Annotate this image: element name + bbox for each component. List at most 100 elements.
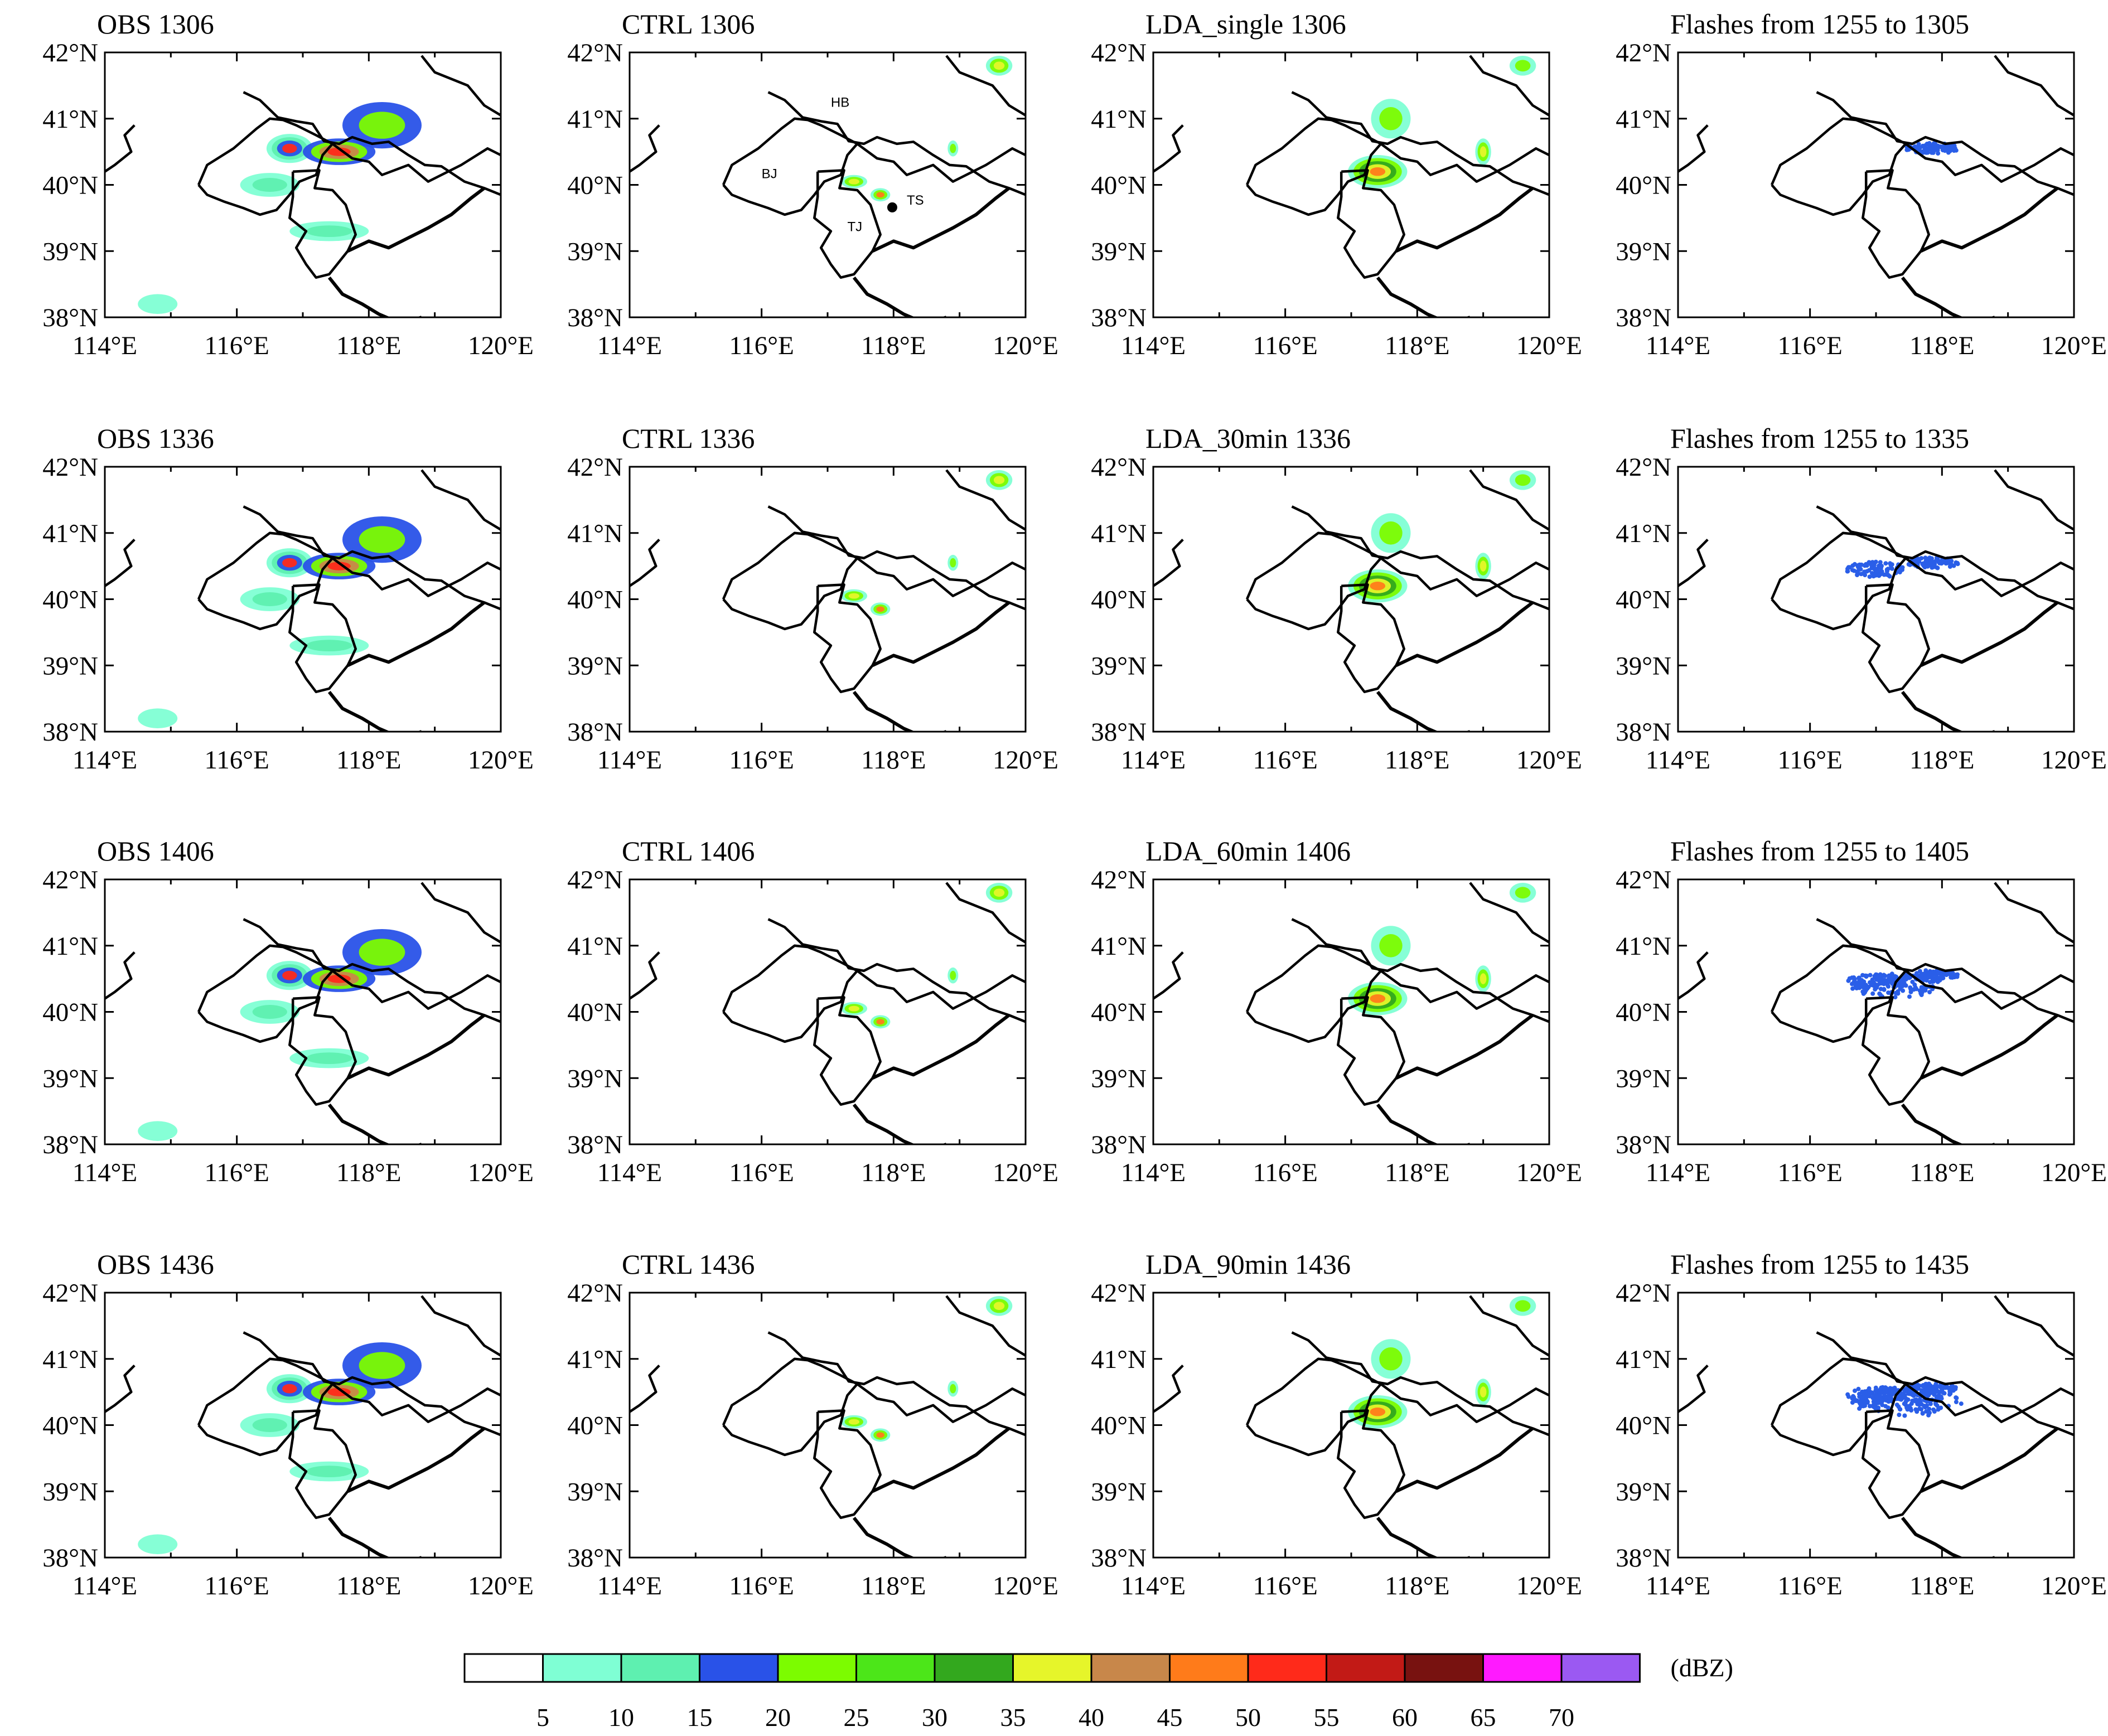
flash-point: [1893, 995, 1898, 1000]
tianjin-boundary: [288, 583, 357, 693]
lon-tick-label: 118°E: [1909, 331, 1974, 360]
panel-frame: [628, 466, 1027, 733]
flash-point: [1948, 148, 1952, 153]
boundary-line: [1153, 124, 1184, 173]
echo-contour: [306, 1052, 352, 1064]
lon-tick-label: 118°E: [336, 746, 401, 775]
lat-tick-label: 42°N: [567, 865, 623, 894]
coastline: [327, 1516, 422, 1558]
boundary-line: [1816, 505, 2074, 611]
flash-point: [1949, 562, 1954, 567]
reflectivity-field: [1348, 470, 1536, 603]
panel-frame: [1152, 51, 1550, 318]
lat-tick-label: 39°N: [1091, 1477, 1147, 1506]
lat-tick-label: 42°N: [1616, 38, 1671, 67]
lon-tick-label: 118°E: [861, 746, 926, 775]
flash-point: [1870, 991, 1875, 996]
lon-tick-label: 118°E: [861, 1571, 926, 1600]
boundary-line: [1291, 505, 1549, 611]
lon-tick-label: 114°E: [1121, 1158, 1186, 1187]
flash-point: [1926, 1413, 1931, 1418]
beijing-boundary: [722, 1357, 859, 1457]
flash-point: [1864, 974, 1869, 979]
colorbar-tick-label: 65: [1471, 1703, 1496, 1732]
flash-point: [1959, 1401, 1964, 1406]
lat-tick-label: 42°N: [1091, 865, 1147, 894]
flash-point: [1889, 975, 1894, 980]
echo-contour: [359, 939, 405, 966]
coastline: [1395, 187, 1534, 253]
lon-tick-label: 120°E: [1516, 1571, 1582, 1600]
panel-frame: [628, 878, 1027, 1145]
lat-tick-label: 41°N: [1616, 932, 1671, 961]
lat-tick-label: 39°N: [1091, 651, 1147, 680]
panel-frame: [104, 466, 502, 733]
boundary-line: [1994, 469, 2074, 531]
lat-tick-label: 38°N: [1616, 1544, 1671, 1573]
flash-point: [1923, 1381, 1928, 1386]
lat-tick-label: 38°N: [567, 718, 623, 747]
colorbar-swatch: [1012, 1653, 1092, 1683]
colorbar-swatch: [777, 1653, 857, 1683]
lon-tick-label: 114°E: [1646, 746, 1710, 775]
boundaries: [630, 55, 1026, 317]
coastline: [327, 690, 422, 732]
tianjin-boundary: [813, 996, 882, 1106]
boundary-line: [1816, 91, 2074, 196]
colorbar-tick-label: 60: [1392, 1703, 1418, 1732]
lon-tick-label: 116°E: [1253, 1158, 1318, 1187]
lon-tick-label: 116°E: [205, 746, 269, 775]
lat-tick-label: 41°N: [567, 519, 623, 548]
lon-tick-label: 120°E: [468, 331, 534, 360]
flash-point: [1908, 989, 1913, 994]
panel-title: OBS 1336: [97, 423, 214, 454]
lon-tick-label: 116°E: [1778, 331, 1843, 360]
boundaries: [1153, 55, 1549, 317]
flash-point: [1922, 145, 1927, 150]
flash-point: [1868, 973, 1873, 978]
flash-point: [1935, 1394, 1940, 1399]
flash-point: [1920, 149, 1925, 154]
colorbar-swatch: [542, 1653, 622, 1683]
colorbar-tick-label: 20: [765, 1703, 791, 1732]
lat-tick-label: 40°N: [1616, 1411, 1671, 1440]
boundaries: [1678, 469, 2074, 732]
boundary-line: [243, 1331, 501, 1437]
flash-point: [1867, 574, 1872, 579]
flash-point: [1859, 572, 1864, 577]
boundary-line: [1904, 1383, 2074, 1423]
axis-ticks: [104, 51, 502, 318]
lon-tick-label: 118°E: [1909, 1158, 1974, 1187]
reflectivity-field: [840, 883, 1013, 1029]
lat-tick-label: 39°N: [1091, 237, 1147, 266]
panel-title: Flashes from 1255 to 1435: [1670, 1249, 1969, 1280]
lat-tick-label: 41°N: [42, 1345, 98, 1374]
beijing-boundary: [1770, 944, 1907, 1043]
map-label: HB: [831, 95, 849, 110]
flash-point: [1903, 983, 1908, 988]
echo-contour: [848, 593, 859, 599]
boundary-line: [1678, 1365, 1709, 1413]
reflectivity-field: [138, 516, 422, 728]
lon-tick-label: 116°E: [729, 331, 794, 360]
boundary-line: [630, 951, 660, 1000]
coastline: [1395, 601, 1534, 668]
lat-tick-label: 40°N: [42, 171, 98, 200]
echo-contour: [306, 225, 352, 237]
lat-tick-label: 39°N: [567, 237, 623, 266]
lat-tick-label: 41°N: [1091, 519, 1147, 548]
lat-tick-label: 42°N: [1616, 865, 1671, 894]
flash-point: [1868, 1404, 1872, 1409]
colorbar-tick-label: 25: [844, 1703, 869, 1732]
flash-point: [1897, 1407, 1902, 1411]
flash-point: [1897, 1413, 1902, 1418]
lon-tick-label: 118°E: [1909, 1571, 1974, 1600]
lat-tick-label: 39°N: [567, 1064, 623, 1093]
flash-point: [1925, 974, 1930, 979]
echo-contour: [876, 192, 884, 198]
boundary-line: [105, 124, 136, 173]
boundary-line: [945, 469, 1026, 531]
lon-tick-label: 118°E: [336, 331, 401, 360]
